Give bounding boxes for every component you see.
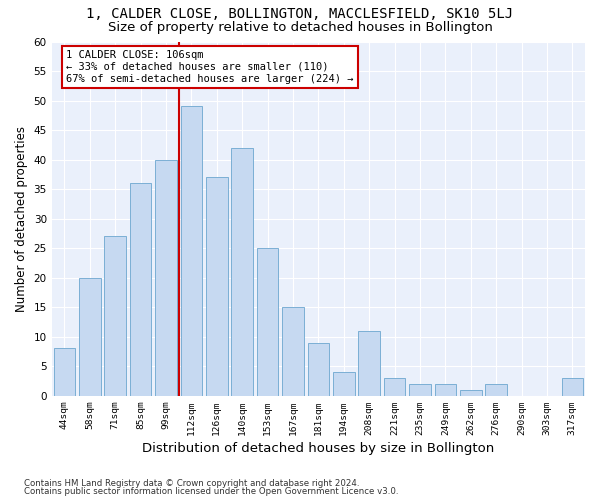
Bar <box>460 390 482 396</box>
Bar <box>130 183 151 396</box>
Bar <box>333 372 355 396</box>
Bar <box>384 378 406 396</box>
Y-axis label: Number of detached properties: Number of detached properties <box>15 126 28 312</box>
Bar <box>282 307 304 396</box>
Text: 1 CALDER CLOSE: 106sqm
← 33% of detached houses are smaller (110)
67% of semi-de: 1 CALDER CLOSE: 106sqm ← 33% of detached… <box>67 50 354 84</box>
Text: 1, CALDER CLOSE, BOLLINGTON, MACCLESFIELD, SK10 5LJ: 1, CALDER CLOSE, BOLLINGTON, MACCLESFIEL… <box>86 8 514 22</box>
Text: Size of property relative to detached houses in Bollington: Size of property relative to detached ho… <box>107 21 493 34</box>
Bar <box>485 384 507 396</box>
Bar <box>308 342 329 396</box>
X-axis label: Distribution of detached houses by size in Bollington: Distribution of detached houses by size … <box>142 442 494 455</box>
Bar <box>181 106 202 396</box>
Text: Contains public sector information licensed under the Open Government Licence v3: Contains public sector information licen… <box>24 487 398 496</box>
Text: Contains HM Land Registry data © Crown copyright and database right 2024.: Contains HM Land Registry data © Crown c… <box>24 478 359 488</box>
Bar <box>562 378 583 396</box>
Bar <box>232 148 253 396</box>
Bar <box>53 348 75 396</box>
Bar <box>104 236 126 396</box>
Bar <box>358 331 380 396</box>
Bar <box>434 384 456 396</box>
Bar <box>206 178 227 396</box>
Bar <box>155 160 177 396</box>
Bar <box>257 248 278 396</box>
Bar <box>409 384 431 396</box>
Bar <box>79 278 101 396</box>
